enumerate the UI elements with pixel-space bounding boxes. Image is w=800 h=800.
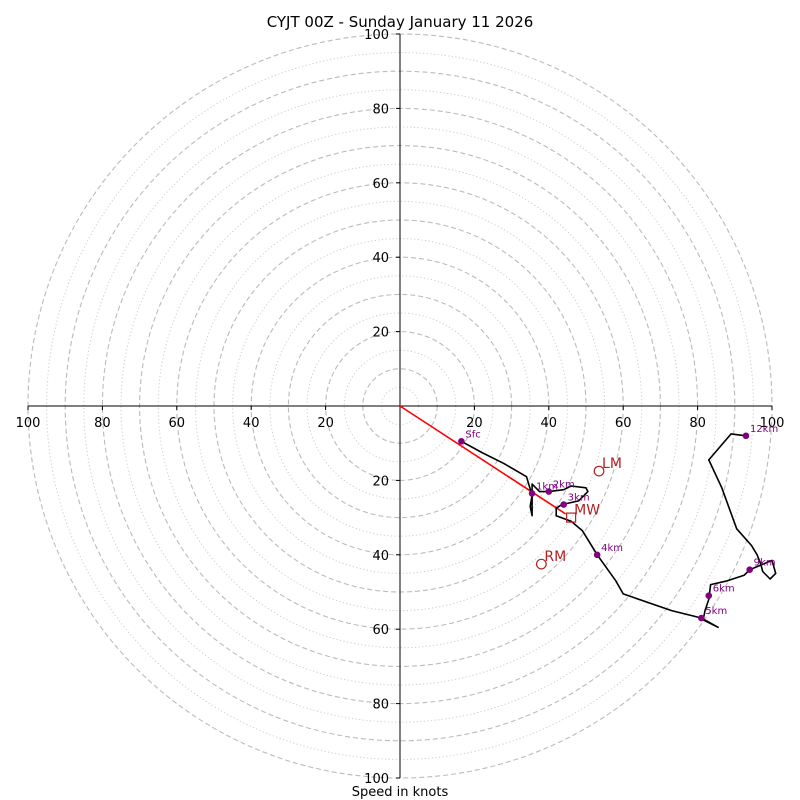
height-label-4km: 4km (601, 543, 623, 554)
x-axis-label: Speed in knots (352, 785, 449, 800)
height-label-1km: 1km (536, 481, 558, 492)
storm-motion-marker-LM (593, 465, 605, 477)
height-label-6km: 6km (713, 584, 735, 595)
height-label-Sfc: Sfc (465, 429, 480, 440)
height-point-12km (742, 432, 750, 440)
axis-tick-labels: 20 20 20 20 40 40 40 40 60 60 60 60 80 80 80 80 100 100 10… (16, 28, 785, 787)
x-tick-label-neg-60: 60 (169, 416, 186, 431)
height-point-Sfc (458, 438, 465, 445)
storm-motion-label-MW: MW (574, 503, 600, 519)
y-tick-label-neg-100: 100 (364, 772, 389, 787)
height-label-2km: 2km (553, 480, 575, 491)
x-tick-label-pos-80: 80 (689, 416, 706, 431)
height-point-3km (560, 501, 567, 508)
x-tick-label-pos-60: 60 (615, 416, 632, 431)
height-label-3km: 3km (568, 493, 590, 504)
height-point-5km (698, 614, 705, 622)
storm-motion-label-LM: LM (602, 456, 622, 472)
x-tick-label-neg-20: 20 (317, 416, 334, 431)
y-tick-label-pos-80: 80 (372, 102, 389, 117)
height-point-9km (746, 566, 753, 573)
x-tick-label-pos-20: 20 (466, 416, 483, 431)
height-point-2km (545, 488, 553, 495)
x-tick-label-neg-40: 40 (243, 416, 260, 431)
y-tick-label-pos-40: 40 (372, 251, 389, 266)
y-tick-label-neg-40: 40 (372, 549, 389, 564)
height-point-1km (528, 490, 536, 497)
y-tick-label-neg-20: 20 (372, 474, 389, 489)
storm-motion-marker-MW (566, 512, 577, 523)
mean-wind-shear-vector (399, 405, 566, 515)
chart-title: CYJT 00Z - Sunday January 11 2026 (267, 13, 534, 31)
height-label-9km: 9km (754, 558, 776, 569)
hodograph-trace (461, 433, 777, 629)
height-point-6km (705, 592, 713, 600)
x-tick-label-neg-80: 80 (94, 416, 111, 431)
x-tick-label-pos-40: 40 (541, 416, 558, 431)
y-tick-label-neg-60: 60 (372, 623, 389, 638)
y-tick-label-pos-100: 100 (364, 28, 389, 43)
x-tick-label-pos-100: 100 (760, 416, 785, 431)
x-tick-label-neg-100: 100 (16, 416, 41, 431)
storm-motion-marker-RM (535, 558, 547, 570)
y-tick-label-pos-60: 60 (372, 177, 389, 192)
storm-motion-label-RM: RM (544, 549, 566, 565)
y-tick-label-pos-20: 20 (372, 326, 389, 341)
height-label-5km: 5km (705, 606, 727, 617)
y-tick-label-neg-80: 80 (372, 698, 389, 713)
height-label-12km: 12km (750, 424, 778, 435)
height-point-4km (593, 551, 601, 559)
